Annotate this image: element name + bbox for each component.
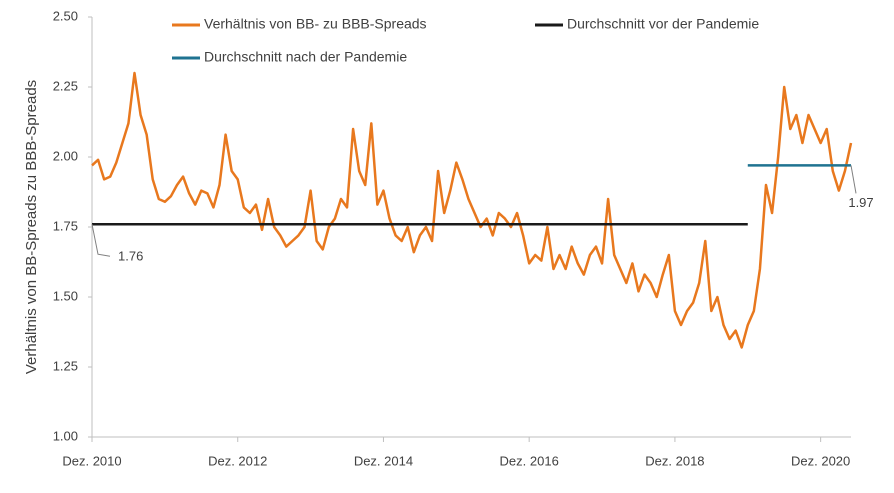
x-tick-label: Dez. 2016	[500, 453, 559, 468]
data-line	[91, 71, 853, 349]
y-tick-label: 1.00	[53, 428, 78, 443]
annotation-leader	[850, 165, 857, 194]
y-tick-label: 1.75	[53, 218, 78, 233]
legend-label: Durchschnitt nach der Pandemie	[204, 49, 407, 65]
y-tick-label: 2.25	[53, 78, 78, 93]
legend-label: Durchschnitt vor der Pandemie	[567, 16, 759, 32]
y-tick-label: 1.50	[53, 288, 78, 303]
x-tick-label: Dez. 2010	[62, 453, 121, 468]
y-axis-label: Verhältnis von BB-Spreads zu BBB-Spreads	[23, 80, 40, 374]
annotation: 1.97	[848, 195, 873, 210]
annotation-leader	[91, 224, 111, 257]
x-tick-label: Dez. 2012	[208, 453, 267, 468]
annotation: 1.76	[118, 249, 143, 264]
x-tick-label: Dez. 2014	[354, 453, 413, 468]
legend-label: Verhältnis von BB- zu BBB-Spreads	[204, 16, 427, 32]
y-tick-label: 2.50	[53, 8, 78, 23]
y-tick-label: 2.00	[53, 148, 78, 163]
x-tick-label: Dez. 2018	[645, 453, 704, 468]
y-tick-label: 1.25	[53, 358, 78, 373]
x-tick-label: Dez. 2020	[791, 453, 850, 468]
